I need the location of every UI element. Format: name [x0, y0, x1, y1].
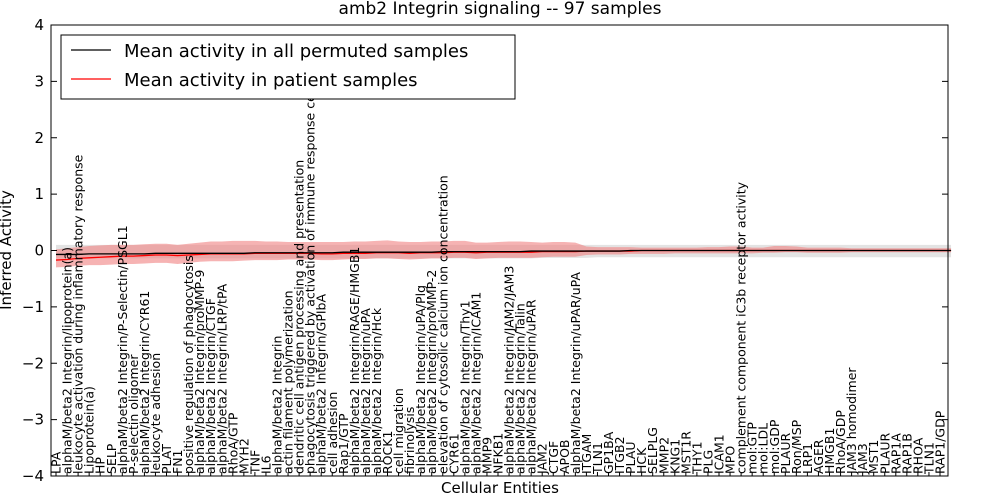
x-tick-label: APOB — [557, 439, 572, 474]
x-tick-label: leukocyte activation during inflammatory… — [71, 154, 86, 474]
x-tick-label: ICAM1 — [712, 434, 727, 474]
x-tick-label: Lipoprotein(a) — [82, 386, 97, 474]
x-tick-label: alphaM/beta2 Integrin/Talin — [513, 303, 528, 474]
x-tick-label: alphaM/beta2 Integrin/Thy1 — [457, 300, 472, 474]
chart-title: amb2 Integrin signaling -- 97 samples — [339, 0, 662, 19]
y-tick-label: −2 — [22, 354, 44, 372]
x-tick-label: PLAUR — [778, 433, 793, 474]
x-tick-label: HP — [93, 457, 108, 474]
x-tick-label: alphaM/beta2 Integrin/JAM2/JAM3 — [502, 266, 517, 474]
x-tick-label: PLAU — [623, 442, 638, 475]
x-tick-label: Rap1/GTP — [336, 413, 351, 474]
x-tick-label: alphaM/beta2 Integrin/uPA — [358, 308, 373, 474]
x-tick-label: alphaM/beta2 Integrin/P-Selectin/PSGL1 — [115, 225, 130, 474]
x-tick-label: RAP1B — [899, 433, 914, 474]
y-tick-label: 3 — [34, 72, 44, 90]
x-tick-label: alphaM/beta2 Integrin/proMMP-2 — [424, 270, 439, 474]
x-tick-label: fibrinolysis — [402, 407, 417, 474]
patient-range-band — [56, 240, 952, 268]
x-tick-label: dendritic cell antigen processing and pr… — [292, 160, 307, 474]
x-tick-label: JAM3 — [855, 443, 870, 475]
x-tick-label: HMGB1 — [822, 428, 837, 474]
x-tick-label: SELPLG — [645, 427, 660, 474]
x-tick-label: TLN1 — [921, 442, 936, 475]
legend-label-permuted: Mean activity in all permuted samples — [124, 41, 468, 62]
x-tick-label: Ron/MSP — [789, 419, 804, 474]
x-tick-label: KNG1 — [667, 439, 682, 474]
y-tick-label: −1 — [22, 298, 44, 316]
x-tick-label: alphaM/beta2 Integrin/GPIbA — [314, 294, 329, 474]
x-tick-label: P-selectin oligomer — [126, 354, 141, 474]
x-tick-label: LPA — [49, 451, 64, 474]
x-tick-label: positive regulation of phagocytosis — [181, 255, 196, 474]
x-tick-label: complement component iC3b receptor activ… — [734, 181, 749, 474]
legend-label-patient: Mean activity in patient samples — [124, 70, 418, 91]
y-axis-label: Inferred Activity — [0, 190, 15, 310]
x-tick-label: MYH2 — [236, 438, 251, 474]
x-tick-label: mol:GTP — [745, 422, 760, 474]
x-tick-label: alphaM/beta2 Integrin/proMMP-9 — [192, 270, 207, 474]
x-tick-label: TNF — [247, 450, 262, 475]
x-tick-label: ITGB2 — [612, 436, 627, 474]
x-tick-label: alphaM/beta2 Integrin/CYR61 — [137, 291, 152, 474]
x-tick-label: LRP1 — [800, 443, 815, 474]
permuted-mean-line — [56, 249, 952, 256]
x-tick-label: RhoA/GTP — [225, 412, 240, 474]
x-tick-label: MMP9 — [479, 437, 494, 474]
x-tick-label: alphaM/beta2 Integrin/RAGE/HMGB1 — [347, 247, 362, 474]
x-tick-label: alphaM/beta2 Integrin/Hck — [369, 307, 384, 474]
x-tick-label: THY1 — [689, 441, 704, 475]
x-tick-label: CYR61 — [446, 433, 461, 474]
x-tick-label: mol:LDL — [756, 423, 771, 474]
x-tick-label: ROCK1 — [380, 431, 395, 474]
x-tick-label: alphaM/beta2 Integrin/uPA/Plg — [413, 285, 428, 474]
y-tick-label: 0 — [34, 242, 44, 260]
x-tick-label: PLAUR — [877, 433, 892, 474]
legend: Mean activity in all permuted samples Me… — [60, 34, 516, 100]
y-tick-label: −3 — [22, 411, 44, 429]
x-tick-label: MST1 — [866, 440, 881, 474]
x-tick-label: elevation of cytosolic calcium ion conce… — [435, 175, 450, 474]
x-tick-label: alphaM/beta2 Integrin/LRP/tPA — [214, 283, 229, 474]
x-tick-label: leukocyte adhesion — [148, 353, 163, 474]
x-tick-label: alphaM/beta2 Integrin/lipoprotein(a) — [60, 247, 75, 474]
x-tick-label: HCK — [634, 447, 649, 474]
x-axis-label: Cellular Entities — [441, 479, 559, 497]
x-tick-label: ITGAM — [579, 434, 594, 474]
x-tick-label: RAP1A — [888, 433, 903, 474]
x-tick-label: JAM2 — [535, 443, 550, 475]
y-tick-label: 4 — [34, 16, 44, 34]
x-tick-label: RhoA/GDP — [833, 410, 848, 474]
x-tick-label: mol:GDP — [767, 419, 782, 474]
x-tick-label: PLG — [700, 450, 715, 474]
x-tick-label: MPO — [723, 446, 738, 474]
x-tick-label: RHOA — [910, 437, 925, 474]
x-tick-label: cell adhesion — [325, 392, 340, 474]
x-tick-label: MST1R — [678, 431, 693, 474]
y-tick-label: −4 — [22, 467, 44, 485]
x-tick-label: alphaM/beta2 Integrin/CTGF — [203, 298, 218, 474]
y-tick-label: 1 — [34, 185, 44, 203]
x-tick-label: NFKB1 — [491, 433, 506, 474]
x-tick-label: actin filament polymerization — [281, 290, 296, 474]
x-tick-label: FN1 — [170, 450, 185, 475]
x-tick-label: IL6 — [258, 455, 273, 474]
x-tick-label: alphaM/beta2 Integrin — [270, 336, 285, 474]
x-tick-label: phagocytosis triggered by activation of … — [303, 37, 318, 474]
x-tick-label: RAP1/GDP — [933, 410, 948, 474]
x-tick-label: PLAT — [159, 444, 174, 474]
x-tick-label: cell migration — [391, 388, 406, 474]
x-tick-label: SELP — [104, 443, 119, 474]
x-tick-label: alphaM/beta2 Integrin/uPAR/uPA — [568, 272, 583, 474]
x-tick-label: JAM3 homodimer — [844, 367, 859, 475]
x-tick-label: CTGF — [546, 441, 561, 474]
x-tick-label: alphaM/beta2 Integrin/ICAM1 — [468, 292, 483, 474]
x-tick-label: MMP2 — [656, 437, 671, 474]
x-tick-label: TLN1 — [590, 442, 605, 475]
x-tick-label: alphaM/beta2 Integrin/uPAR — [524, 299, 539, 474]
x-tick-label: GP1BA — [601, 431, 616, 474]
y-tick-label: 2 — [34, 129, 44, 147]
x-tick-label: AGER — [811, 439, 826, 474]
